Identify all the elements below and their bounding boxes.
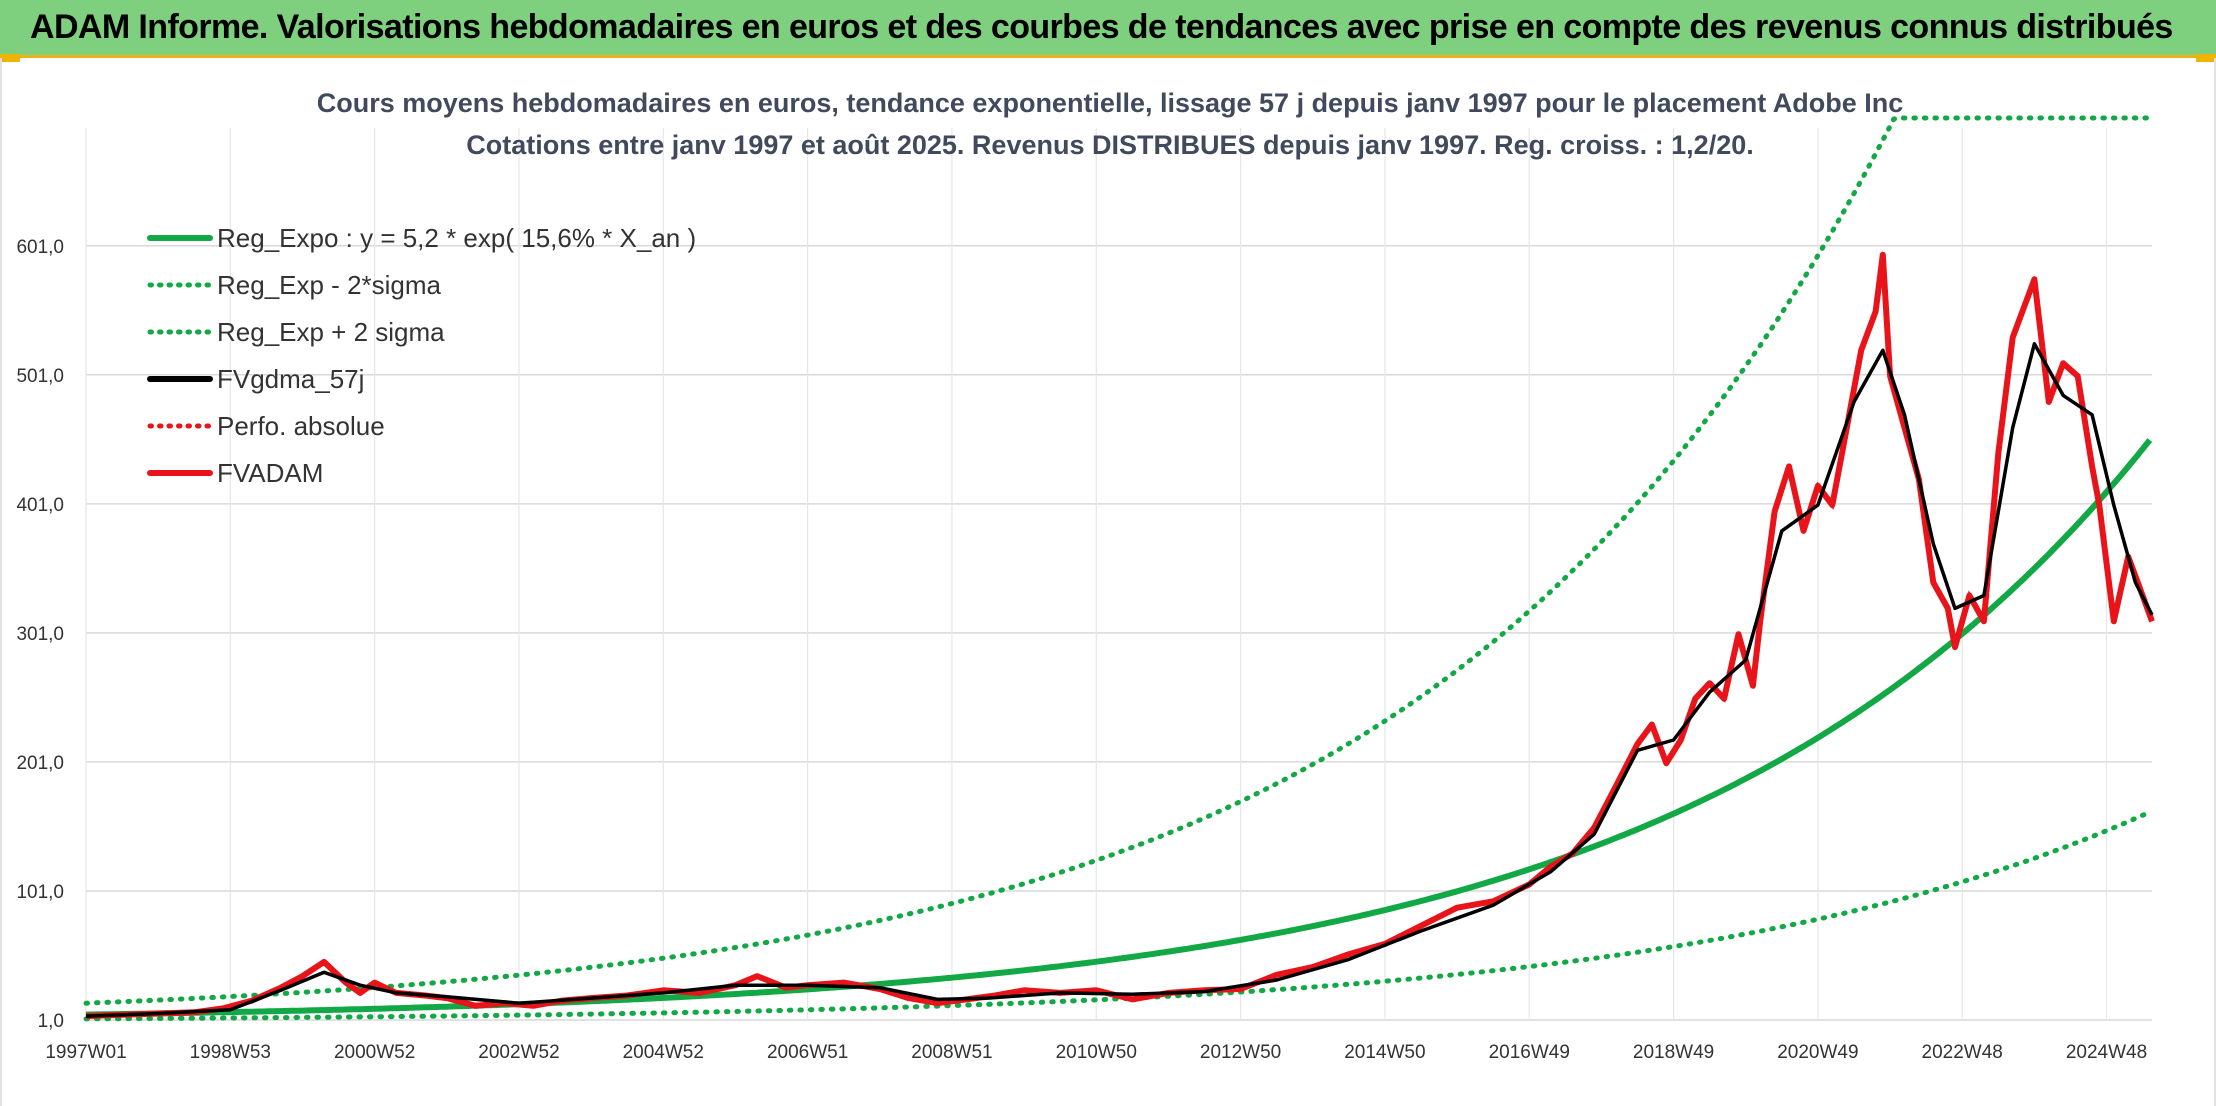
- x-tick-label: 2002W52: [478, 1042, 559, 1063]
- series-group: [83, 115, 2155, 1022]
- y-tick-label: 601,0: [16, 237, 64, 258]
- fvgdma-line: [85, 342, 2154, 1018]
- chart-title-line-1: Cours moyens hebdomadaires en euros, ten…: [317, 88, 1904, 118]
- x-tick-label: 1997W01: [45, 1042, 126, 1063]
- y-tick-label: 1,0: [38, 1011, 64, 1032]
- x-tick-label: 2012W50: [1200, 1042, 1281, 1063]
- x-tick-label: 2022W48: [1922, 1042, 2003, 1063]
- report-banner: ADAM Informe. Valorisations hebdomadaire…: [0, 0, 2216, 58]
- x-tick-label: 2020W49: [1777, 1042, 1858, 1063]
- reg-minus-2sigma-line: [83, 809, 2153, 1022]
- legend-label-reg_expo: Reg_Expo : y = 5,2 * exp( 15,6% * X_an ): [217, 223, 696, 253]
- fvadam-line: [85, 251, 2155, 1020]
- banner-title: ADAM Informe. Valorisations hebdomadaire…: [30, 8, 2173, 46]
- banner-corner-left: [0, 54, 20, 62]
- gridlines: [85, 128, 2152, 1021]
- legend-label-fvadam: FVADAM: [217, 458, 323, 488]
- x-tick-label: 2016W49: [1489, 1042, 1570, 1063]
- chart-svg: Cours moyens hebdomadaires en euros, ten…: [16, 88, 2155, 1063]
- legend: Reg_Expo : y = 5,2 * exp( 15,6% * X_an )…: [147, 223, 696, 488]
- chart-title: Cours moyens hebdomadaires en euros, ten…: [317, 88, 1904, 160]
- chart-title-line-2: Cotations entre janv 1997 et août 2025. …: [466, 130, 1753, 160]
- y-tick-label: 301,0: [16, 624, 64, 645]
- x-tick-label: 2018W49: [1633, 1042, 1714, 1063]
- x-tick-label: 2024W48: [2066, 1042, 2147, 1063]
- legend-label-fvgdma: FVgdma_57j: [217, 364, 364, 394]
- y-tick-label: 201,0: [16, 753, 64, 774]
- x-tick-label: 2008W51: [911, 1042, 992, 1063]
- x-tick-label: 2014W50: [1344, 1042, 1425, 1063]
- chart-area: Cours moyens hebdomadaires en euros, ten…: [0, 58, 2216, 1106]
- x-tick-label: 2004W52: [623, 1042, 704, 1063]
- y-tick-label: 401,0: [16, 495, 64, 516]
- reg-expo-line: [85, 438, 2153, 1018]
- y-axis-ticks: 1,0 101,0 201,0 301,0 401,0 501,0 601,0: [16, 237, 64, 1032]
- reg-plus-2sigma-line: [83, 115, 2153, 1006]
- legend-label-reg_plus: Reg_Exp + 2 sigma: [217, 317, 445, 347]
- x-axis-ticks: 1997W01 1998W53 2000W52 2002W52 2004W52 2006W…: [45, 1042, 2147, 1063]
- legend-label-perfo: Perfo. absolue: [217, 411, 385, 441]
- x-tick-label: 2006W51: [767, 1042, 848, 1063]
- perfo-absolue-line: [85, 254, 2154, 1019]
- y-tick-label: 101,0: [16, 882, 64, 903]
- x-tick-label: 2000W52: [334, 1042, 415, 1063]
- x-tick-label: 2010W50: [1056, 1042, 1137, 1063]
- banner-corner-right: [2196, 54, 2216, 62]
- y-tick-label: 501,0: [16, 366, 64, 387]
- legend-label-reg_minus: Reg_Exp - 2*sigma: [217, 270, 442, 300]
- x-tick-label: 1998W53: [190, 1042, 271, 1063]
